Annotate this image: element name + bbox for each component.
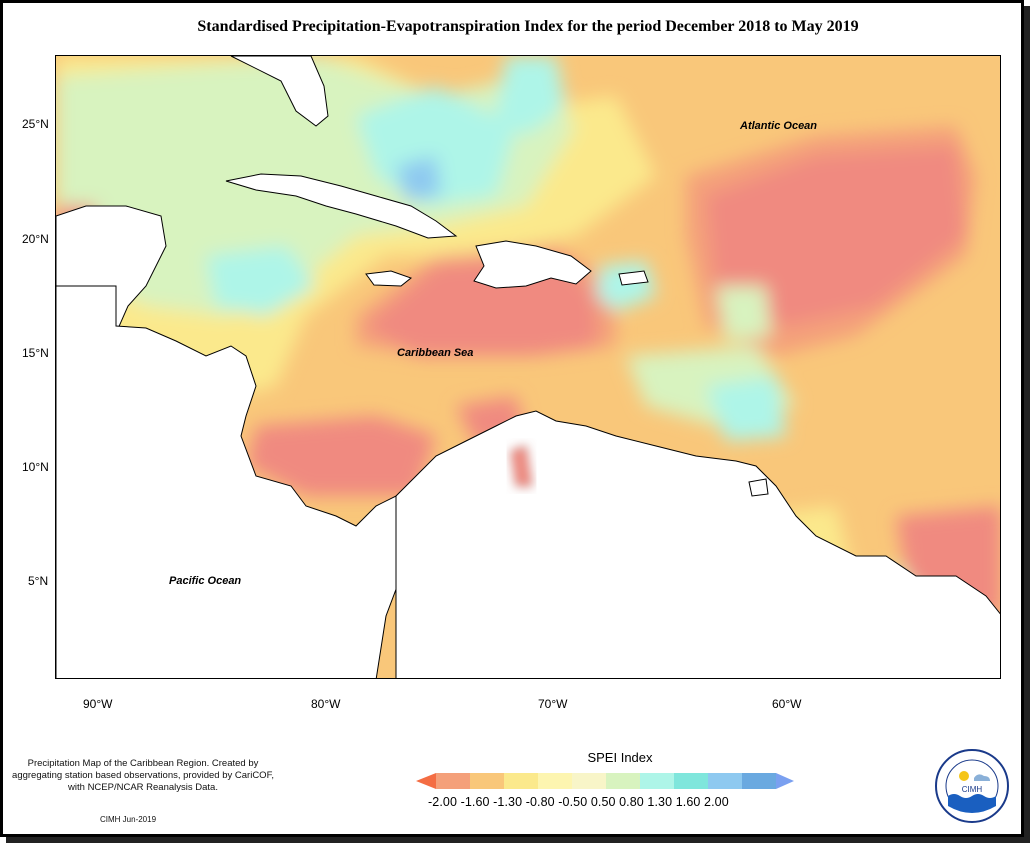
caribbean-sea-label: Caribbean Sea <box>397 347 474 359</box>
lat-label-15n: 15°N <box>22 346 49 360</box>
pacific-ocean-label: Pacific Ocean <box>169 575 242 587</box>
legend-swatch <box>606 773 640 789</box>
legend-swatch <box>708 773 742 789</box>
legend-swatch <box>742 773 776 789</box>
legend-swatch <box>538 773 572 789</box>
frame-shadow <box>1024 6 1030 843</box>
legend-arrow-low <box>416 773 436 789</box>
legend-swatch <box>674 773 708 789</box>
legend-swatch <box>504 773 538 789</box>
legend-swatch <box>436 773 470 789</box>
legend-arrow-high <box>776 773 794 789</box>
legend-title: SPEI Index <box>587 750 653 765</box>
legend-labels: -2.00 -1.60 -1.30 -0.80 -0.50 0.50 0.80 … <box>428 795 729 809</box>
atlantic-ocean-label: Atlantic Ocean <box>740 120 818 132</box>
land-outlines <box>56 56 1000 678</box>
legend-swatch <box>640 773 674 789</box>
cimh-logo: CIMH <box>935 749 1009 823</box>
credit-line: CIMH Jun-2019 <box>100 815 157 824</box>
spei-field <box>56 56 1000 678</box>
lat-label-25n: 25°N <box>22 117 49 131</box>
spei-map <box>55 55 1001 679</box>
map-title: Standardised Precipitation-Evapotranspir… <box>197 18 859 35</box>
lat-label-20n: 20°N <box>22 232 49 246</box>
legend-swatch <box>572 773 606 789</box>
logo-text: CIMH <box>962 785 983 794</box>
data-source-note: Precipitation Map of the Caribbean Regio… <box>12 758 274 793</box>
legend-colorbar <box>416 773 794 789</box>
lon-label-60w: 60°W <box>772 697 802 711</box>
lon-label-70w: 70°W <box>538 697 568 711</box>
lat-label-10n: 10°N <box>22 460 49 474</box>
legend-swatch <box>470 773 504 789</box>
lon-label-80w: 80°W <box>311 697 341 711</box>
lat-label-5n: 5°N <box>28 574 49 588</box>
lon-label-90w: 90°W <box>83 697 113 711</box>
frame-shadow <box>6 837 1030 843</box>
